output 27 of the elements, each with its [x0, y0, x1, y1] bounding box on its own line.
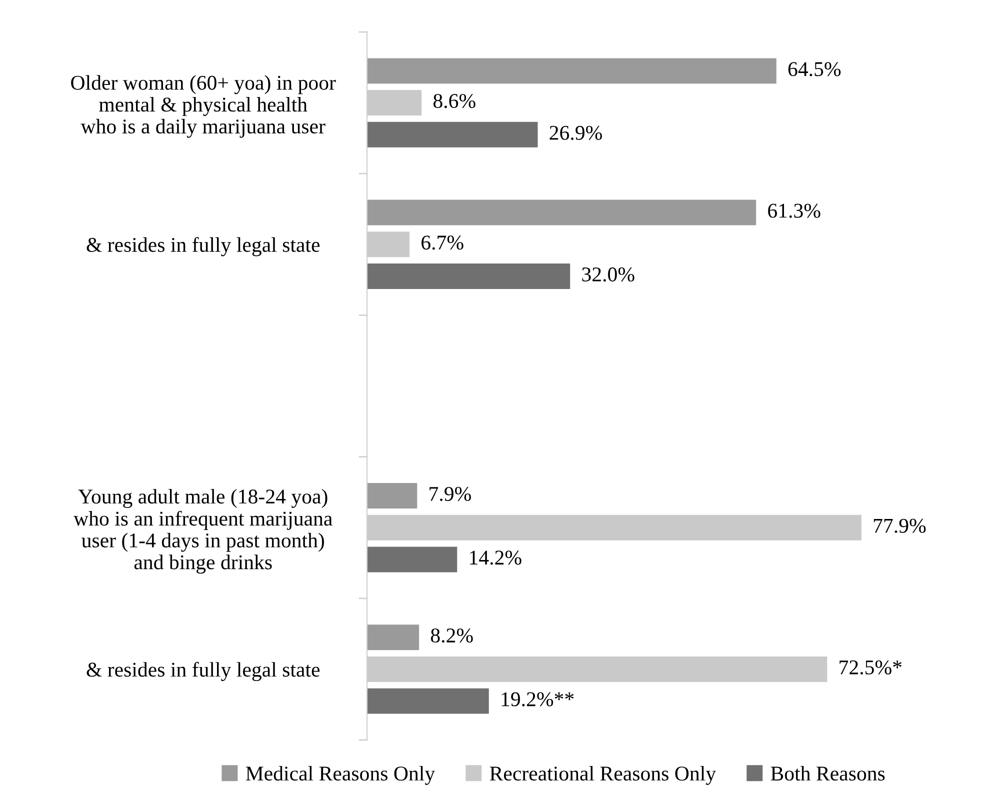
y-tick-label: Older woman (60+ yoa) in poor mental & physical health who is a daily marijuana user — [71, 75, 336, 138]
data-label: 61.3% — [768, 204, 820, 218]
data-label: 14.2% — [470, 550, 522, 565]
data-label: 72.5%* — [840, 660, 902, 675]
bar — [367, 58, 776, 84]
data-label: 8.2% — [430, 628, 473, 643]
legend-label: Recreational Reasons Only — [490, 766, 716, 785]
y-tick-label: & resides in fully legal state — [86, 237, 320, 256]
bar — [367, 546, 458, 572]
legend-label: Both Reasons — [770, 766, 885, 781]
bar — [367, 122, 538, 148]
y-tick-label: Young adult male (18-24 yoa) who is an infrequent marijuana user (1-4 days in past month) and binge drinks — [74, 488, 332, 574]
bar — [367, 624, 420, 650]
data-label: 6.7% — [422, 236, 464, 250]
bar — [367, 200, 756, 226]
bar — [367, 688, 489, 714]
bar — [367, 482, 418, 508]
legend-label: Medical Reasons Only — [246, 766, 436, 785]
data-label: 32.0% — [582, 267, 634, 282]
data-label: 8.6% — [433, 94, 476, 108]
y-tick-label: & resides in fully legal state — [86, 662, 320, 682]
data-label: 77.9% — [874, 518, 926, 533]
data-label: 7.9% — [430, 486, 471, 502]
data-label: 26.9% — [550, 126, 602, 140]
bar — [367, 264, 570, 290]
data-label: 64.5% — [788, 62, 841, 76]
data-label: 19.2%** — [502, 692, 574, 706]
